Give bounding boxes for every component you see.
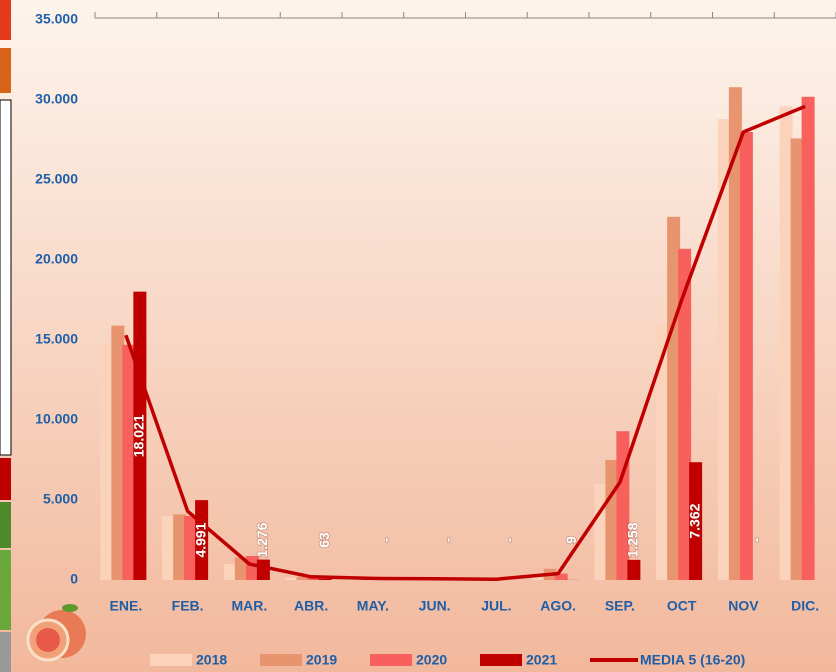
bar (256, 559, 270, 580)
bar (184, 516, 198, 580)
data-label: - (501, 537, 517, 542)
bar (111, 325, 125, 580)
legend-swatch (370, 654, 412, 666)
data-label: 18.021 (131, 414, 147, 457)
legend-item: 2021 (480, 652, 557, 668)
bar (627, 559, 641, 580)
bar (100, 343, 114, 580)
bar (173, 514, 187, 580)
legend-label: 2020 (416, 652, 447, 668)
bar (717, 119, 731, 580)
x-tick-label: JUN. (419, 598, 451, 614)
line (124, 104, 806, 581)
legend-swatch (480, 654, 522, 666)
bar (689, 462, 703, 580)
legend-label: 2021 (526, 652, 557, 668)
left-fragments (0, 0, 12, 672)
x-tick-label: FEB. (172, 598, 204, 614)
x-tick-label: MAY. (357, 598, 389, 614)
data-label: 7.362 (686, 503, 702, 538)
y-tick-label: 35.000 (35, 11, 78, 27)
data-label: 9 (563, 536, 579, 544)
y-tick-label: 25.000 (35, 171, 78, 187)
y-tick-label: 20.000 (35, 251, 78, 267)
data-label: - (439, 537, 455, 542)
legend-swatch (260, 654, 302, 666)
bar (728, 87, 742, 580)
legend-label: 2019 (306, 652, 337, 668)
bar (285, 577, 299, 580)
data-label: 1.276 (254, 522, 270, 557)
x-tick-label: JUL. (481, 598, 511, 614)
legend-item: 2019 (260, 652, 337, 668)
bar (554, 573, 568, 580)
x-tick-label: NOV (728, 598, 759, 614)
legend-label: 2018 (196, 652, 227, 668)
bar (307, 577, 321, 580)
data-label: 4.991 (192, 522, 208, 557)
legend-swatch (150, 654, 192, 666)
bar (667, 216, 681, 581)
bar (801, 96, 815, 581)
bar (296, 576, 310, 580)
x-tick-label: ABR. (294, 598, 328, 614)
x-tick-label: AGO. (540, 598, 576, 614)
legend-item: 2018 (150, 652, 227, 668)
y-tick-label: 30.000 (35, 91, 78, 107)
bar (739, 132, 753, 580)
bar (234, 557, 248, 580)
data-label: 63 (316, 532, 332, 548)
data-label: - (748, 537, 764, 542)
x-tick-label: ENE. (110, 598, 143, 614)
bar (532, 575, 546, 580)
grapefruit-icon (26, 604, 86, 662)
x-tick-label: SEP. (605, 598, 635, 614)
bar (122, 344, 136, 580)
y-tick-label: 15.000 (35, 331, 78, 347)
y-tick-label: 5.000 (43, 491, 78, 507)
y-tick-label: 10.000 (35, 411, 78, 427)
bar (790, 138, 804, 580)
x-tick-label: MAR. (231, 598, 267, 614)
legend-item: MEDIA 5 (16-20) (590, 652, 745, 668)
y-tick-label: 0 (70, 571, 78, 587)
legend-label: MEDIA 5 (16-20) (640, 652, 745, 668)
data-label: 1.258 (625, 522, 641, 557)
bar (656, 324, 670, 580)
bar (318, 578, 332, 580)
bar (779, 106, 793, 581)
x-tick-label: OCT (667, 598, 697, 614)
legend-item: 2020 (370, 652, 447, 668)
x-tick-label: DIC. (791, 598, 819, 614)
data-label: - (378, 537, 394, 542)
bar (162, 516, 176, 580)
bar (678, 248, 692, 581)
bar (223, 564, 237, 580)
